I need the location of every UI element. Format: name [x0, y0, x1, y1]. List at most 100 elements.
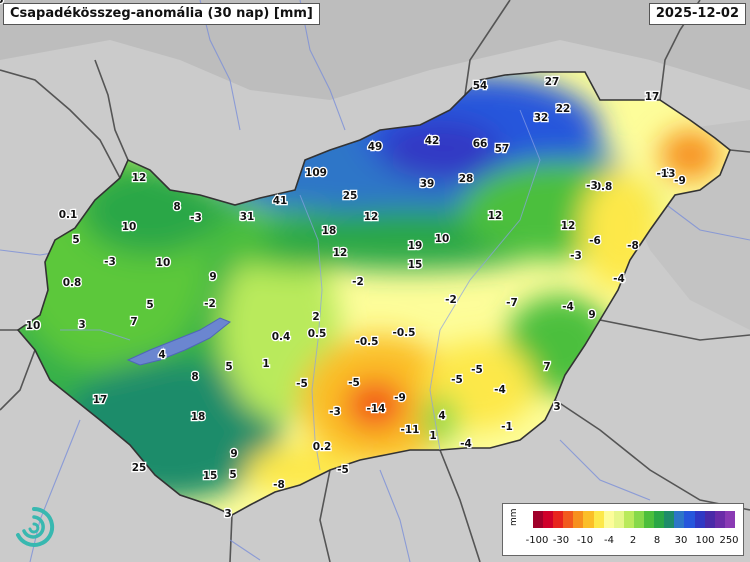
legend-swatch: [623, 511, 634, 528]
map-date: 2025-12-02: [648, 3, 746, 25]
anomaly-value-label: 5: [146, 299, 153, 311]
anomaly-value-label: -4: [562, 301, 574, 313]
anomaly-value-label: 25: [343, 190, 358, 202]
legend-tick-label: -4: [604, 535, 614, 546]
anomaly-value-label: 3: [224, 508, 231, 520]
anomaly-value-label: 18: [322, 225, 337, 237]
hungary-border: [16, 71, 731, 516]
legend-tick-label: 250: [719, 535, 739, 546]
legend-swatch: [664, 511, 675, 528]
anomaly-value-label: -4: [460, 438, 472, 450]
anomaly-value-label: -8: [627, 240, 639, 252]
legend-swatch: [644, 511, 655, 528]
legend-unit: mm: [509, 508, 519, 526]
legend-tick-label: -10: [576, 535, 594, 546]
anomaly-value-label: -9: [394, 392, 406, 404]
anomaly-value-label: 54: [473, 80, 488, 92]
anomaly-value-label: -11: [401, 424, 420, 436]
legend-tick-label: -100: [525, 535, 549, 546]
legend-swatch: [704, 511, 715, 528]
anomaly-value-label: 5: [225, 361, 232, 373]
legend-tick-label: -30: [552, 535, 570, 546]
terrain-hills: [0, 0, 750, 100]
anomaly-value-label: -5: [296, 378, 308, 390]
anomaly-value-label: 15: [203, 470, 218, 482]
anomaly-value-label: 28: [459, 173, 474, 185]
anomaly-value-label: 18: [191, 411, 206, 423]
anomaly-value-label: 10: [122, 221, 137, 233]
anomaly-value-label: -2: [445, 294, 457, 306]
legend-ticks: -100 -30 -10 -4 2 8 30 100 250: [525, 535, 739, 549]
anomaly-value-label: -0.5: [393, 327, 416, 339]
legend-swatch: [593, 511, 604, 528]
anomaly-value-label: -14: [367, 403, 386, 415]
anomaly-value-label: -0.5: [356, 336, 379, 348]
legend-swatch: [603, 511, 614, 528]
anomaly-value-label: 31: [240, 211, 255, 223]
anomaly-value-label: -3: [329, 406, 341, 418]
legend-swatch: [613, 511, 624, 528]
anomaly-value-label: 66: [473, 138, 488, 150]
legend-swatch: [684, 511, 695, 528]
anomaly-value-label: -5: [348, 377, 360, 389]
anomaly-value-label: -2: [204, 298, 216, 310]
anomaly-value-label: 4: [438, 410, 445, 422]
legend-tick-label: 30: [674, 535, 688, 546]
anomaly-value-label: 15: [408, 259, 423, 271]
legend-swatch: [543, 511, 554, 528]
anomaly-value-label: 2: [312, 311, 319, 323]
anomaly-value-label: 1: [429, 430, 436, 442]
anomaly-value-label: 3: [0, 0, 4, 6]
legend-colorbar: [533, 511, 735, 528]
anomaly-value-label: -9: [659, 167, 671, 179]
anomaly-value-label: 5: [72, 234, 79, 246]
anomaly-value-label: -3: [586, 180, 598, 192]
anomaly-value-label: 12: [132, 172, 147, 184]
anomaly-value-label: 0.8: [594, 181, 613, 193]
legend-swatch: [583, 511, 594, 528]
anomaly-value-label: 0.5: [308, 328, 327, 340]
legend-swatch: [724, 511, 735, 528]
legend-swatch: [674, 511, 685, 528]
anomaly-value-label: 9: [209, 271, 216, 283]
anomaly-value-label: -3: [190, 212, 202, 224]
map-title: Csapadékösszeg-anomália (30 nap) [mm]: [3, 3, 320, 25]
anomaly-value-label: -4: [613, 273, 625, 285]
anomaly-value-label: 8: [191, 371, 198, 383]
anomaly-value-label: 19: [408, 240, 423, 252]
anomaly-value-label: -4: [494, 384, 506, 396]
anomaly-value-label: 41: [273, 195, 288, 207]
anomaly-value-label: 8: [173, 201, 180, 213]
anomaly-value-label: 0.1: [59, 209, 78, 221]
anomaly-value-label: -5: [337, 464, 349, 476]
anomaly-value-label: 0.2: [313, 441, 332, 453]
anomaly-value-label: -3: [104, 256, 116, 268]
anomaly-value-label: 49: [368, 141, 383, 153]
anomaly-value-label: 25: [132, 462, 147, 474]
anomaly-value-label: 57: [495, 143, 510, 155]
anomaly-value-label: -6: [589, 235, 601, 247]
legend-swatch: [563, 511, 574, 528]
anomaly-value-label: 10: [26, 320, 41, 332]
anomaly-value-label: -8: [273, 479, 285, 491]
anomaly-value-label: 17: [93, 394, 108, 406]
anomaly-value-label: -5: [451, 374, 463, 386]
anomaly-value-label: -5: [471, 364, 483, 376]
anomaly-value-label: 7: [543, 361, 550, 373]
anomaly-value-label: 3: [553, 401, 560, 413]
anomaly-value-label: 9: [230, 448, 237, 460]
anomaly-value-label: -3: [570, 250, 582, 262]
anomaly-value-label: 32: [534, 112, 549, 124]
legend-swatch: [694, 511, 705, 528]
legend-swatch: [714, 511, 725, 528]
legend-tick-label: 2: [629, 535, 637, 546]
legend-swatch: [573, 511, 584, 528]
legend-swatch: [633, 511, 645, 528]
anomaly-value-label: -2: [352, 276, 364, 288]
anomaly-value-label: 0.4: [272, 331, 291, 343]
anomaly-value-label: 0.8: [63, 277, 82, 289]
anomaly-value-label: -7: [506, 297, 518, 309]
legend-swatch: [533, 511, 544, 528]
